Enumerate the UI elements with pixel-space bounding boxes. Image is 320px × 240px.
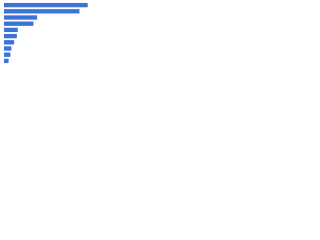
bar — [4, 33, 17, 39]
page: (() => { const data = JSON.parse(documen… — [0, 0, 320, 71]
bar — [4, 21, 34, 26]
bar — [4, 52, 11, 57]
bar — [4, 58, 9, 64]
bar — [4, 27, 18, 33]
bar — [4, 40, 15, 45]
bar — [4, 46, 12, 51]
bar — [4, 2, 88, 8]
chart — [0, 0, 100, 71]
bar — [4, 9, 80, 14]
bar — [4, 15, 38, 20]
